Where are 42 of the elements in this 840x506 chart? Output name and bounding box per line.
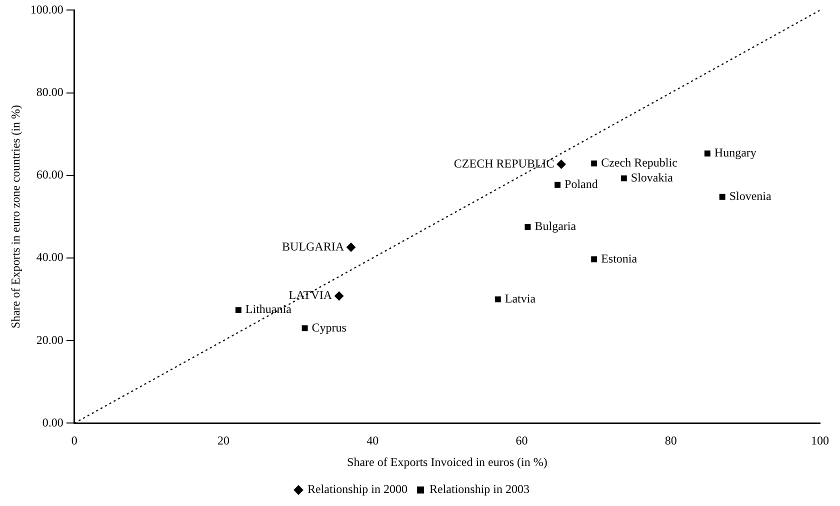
data-label: Latvia (504, 291, 536, 306)
data-label: Cyprus (312, 320, 347, 334)
y-tick-label: 100.00 (30, 2, 64, 16)
point (302, 325, 308, 332)
data-label: CZECH REPUBLIC (454, 156, 554, 170)
y-tick-label: 60.00 (36, 168, 64, 182)
y-tick-label: 80.00 (36, 84, 64, 99)
point (235, 307, 242, 314)
y-axis-title: Share of Exports in euro zone countries (in %) (8, 105, 22, 328)
legend-label: Relationship in 2003 (430, 482, 530, 496)
point (346, 242, 356, 252)
point (334, 291, 344, 300)
x-tick-label: 80 (664, 434, 677, 448)
data-label: LATVIA (288, 288, 332, 302)
x-tick-label: 20 (218, 434, 230, 448)
point (704, 150, 710, 156)
data-label: Estonia (601, 251, 638, 266)
point (556, 160, 566, 169)
legend-label: Relationship in 2000 (308, 482, 408, 496)
x-tick-label: 60 (516, 434, 528, 448)
x-axis-title: Share of Exports Invoiced in euros (in %) (347, 454, 548, 469)
data-label: Slovakia (630, 170, 674, 184)
data-label: BULGARIA (282, 239, 344, 254)
data-label: Czech Republic (601, 156, 678, 170)
point (554, 182, 561, 188)
x-tick-label: 100 (811, 434, 829, 448)
point (524, 224, 531, 230)
point (591, 256, 598, 262)
y-tick-label: 0.00 (42, 415, 64, 430)
point (494, 296, 501, 302)
point (719, 194, 726, 200)
point (620, 175, 627, 182)
data-label: Hungary (714, 146, 756, 160)
x-tick-label: 40 (366, 434, 379, 448)
data-label: Poland (564, 177, 598, 192)
point (591, 160, 598, 166)
data-label: Bulgaria (534, 219, 577, 234)
data-label: Slovenia (729, 189, 772, 204)
x-tick-label: 0 (71, 434, 78, 448)
y-tick-label: 20.00 (36, 332, 64, 347)
y-tick-label: 40.00 (36, 250, 64, 264)
data-label: Lithuania (245, 302, 292, 316)
